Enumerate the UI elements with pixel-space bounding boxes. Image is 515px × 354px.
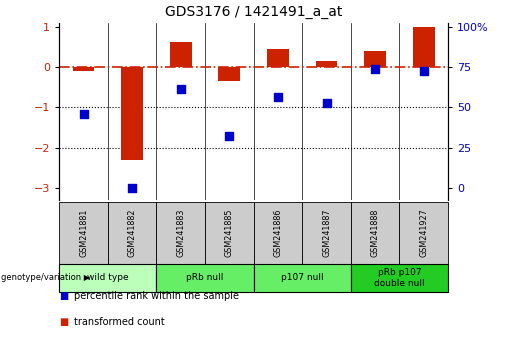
Bar <box>364 51 386 67</box>
Text: GSM241888: GSM241888 <box>371 209 380 257</box>
Bar <box>121 67 143 160</box>
Text: GSM241881: GSM241881 <box>79 209 88 257</box>
Text: GSM241887: GSM241887 <box>322 209 331 257</box>
Bar <box>267 49 289 67</box>
Text: pRb null: pRb null <box>186 273 224 282</box>
Text: ■: ■ <box>59 317 68 327</box>
Bar <box>351 202 400 264</box>
Point <box>371 66 379 72</box>
Text: GSM241882: GSM241882 <box>128 209 136 257</box>
Point <box>225 133 233 138</box>
Point <box>420 68 428 74</box>
Text: percentile rank within the sample: percentile rank within the sample <box>74 291 238 301</box>
Bar <box>400 202 448 264</box>
Text: wild type: wild type <box>87 273 129 282</box>
Point <box>79 111 88 116</box>
Bar <box>157 264 253 292</box>
Text: pRb p107
double null: pRb p107 double null <box>374 268 425 287</box>
Bar <box>108 202 157 264</box>
Text: GSM241886: GSM241886 <box>273 209 282 257</box>
Text: GSM241885: GSM241885 <box>225 209 234 257</box>
Text: p107 null: p107 null <box>281 273 323 282</box>
Point <box>274 95 282 100</box>
Text: GSM241883: GSM241883 <box>176 209 185 257</box>
Text: genotype/variation ▶: genotype/variation ▶ <box>1 273 90 282</box>
Text: GSM241927: GSM241927 <box>419 209 428 257</box>
Point <box>322 101 331 106</box>
Bar <box>316 61 337 67</box>
Title: GDS3176 / 1421491_a_at: GDS3176 / 1421491_a_at <box>165 5 342 19</box>
Point <box>177 86 185 92</box>
Point <box>128 185 136 191</box>
Text: ■: ■ <box>59 291 68 301</box>
Bar <box>157 202 205 264</box>
Bar <box>413 27 435 67</box>
Bar <box>253 202 302 264</box>
Bar <box>170 42 192 67</box>
Bar <box>351 264 448 292</box>
Bar <box>59 264 157 292</box>
Bar <box>205 202 253 264</box>
Bar <box>59 202 108 264</box>
Text: transformed count: transformed count <box>74 317 164 327</box>
Bar <box>253 264 351 292</box>
Bar <box>73 67 94 71</box>
Bar <box>302 202 351 264</box>
Bar <box>218 67 241 81</box>
